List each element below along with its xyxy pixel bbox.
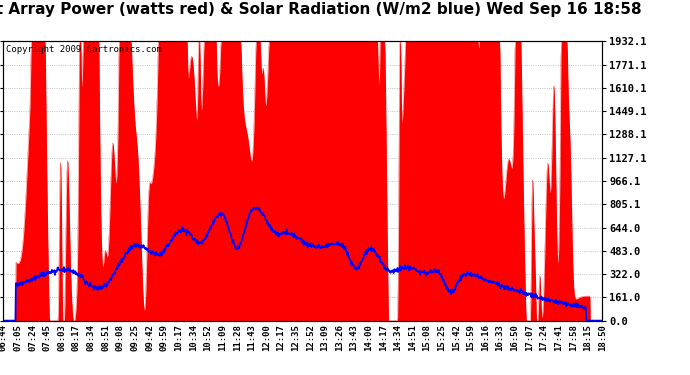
Text: 10:34: 10:34 (189, 324, 198, 351)
Text: 10:17: 10:17 (175, 324, 184, 351)
Text: 11:43: 11:43 (247, 324, 256, 351)
Text: 12:35: 12:35 (291, 324, 300, 351)
Text: 18:50: 18:50 (598, 324, 607, 351)
Text: 16:33: 16:33 (495, 324, 504, 351)
Text: 15:08: 15:08 (422, 324, 431, 351)
Text: 11:09: 11:09 (218, 324, 227, 351)
Text: 08:51: 08:51 (101, 324, 110, 351)
Text: 12:17: 12:17 (277, 324, 286, 351)
Text: 14:17: 14:17 (379, 324, 388, 351)
Text: 08:17: 08:17 (72, 324, 81, 351)
Text: 18:15: 18:15 (583, 324, 592, 351)
Text: 09:25: 09:25 (130, 324, 139, 351)
Text: 08:34: 08:34 (87, 324, 96, 351)
Text: 11:28: 11:28 (233, 324, 241, 351)
Text: 09:59: 09:59 (159, 324, 168, 351)
Text: 17:41: 17:41 (554, 324, 563, 351)
Text: 07:45: 07:45 (43, 324, 52, 351)
Text: 15:59: 15:59 (466, 324, 475, 351)
Text: 07:05: 07:05 (14, 324, 23, 351)
Text: 14:51: 14:51 (408, 324, 417, 351)
Text: 10:52: 10:52 (204, 324, 213, 351)
Text: 17:24: 17:24 (540, 324, 549, 351)
Text: 09:42: 09:42 (145, 324, 154, 351)
Text: 13:26: 13:26 (335, 324, 344, 351)
Text: 16:50: 16:50 (510, 324, 519, 351)
Text: 08:03: 08:03 (57, 324, 66, 351)
Text: 06:44: 06:44 (0, 324, 8, 351)
Text: 15:42: 15:42 (452, 324, 461, 351)
Text: 17:07: 17:07 (525, 324, 534, 351)
Text: 14:34: 14:34 (393, 324, 402, 351)
Text: 12:52: 12:52 (306, 324, 315, 351)
Text: 17:58: 17:58 (569, 324, 578, 351)
Text: 14:00: 14:00 (364, 324, 373, 351)
Text: East Array Power (watts red) & Solar Radiation (W/m2 blue) Wed Sep 16 18:58: East Array Power (watts red) & Solar Rad… (0, 2, 642, 17)
Text: Copyright 2009 Cartronics.com: Copyright 2009 Cartronics.com (6, 45, 162, 54)
Text: 13:09: 13:09 (320, 324, 329, 351)
Text: 07:24: 07:24 (28, 324, 37, 351)
Text: 12:00: 12:00 (262, 324, 271, 351)
Text: 13:43: 13:43 (350, 324, 359, 351)
Text: 15:25: 15:25 (437, 324, 446, 351)
Text: 16:16: 16:16 (481, 324, 490, 351)
Text: 09:08: 09:08 (116, 324, 125, 351)
